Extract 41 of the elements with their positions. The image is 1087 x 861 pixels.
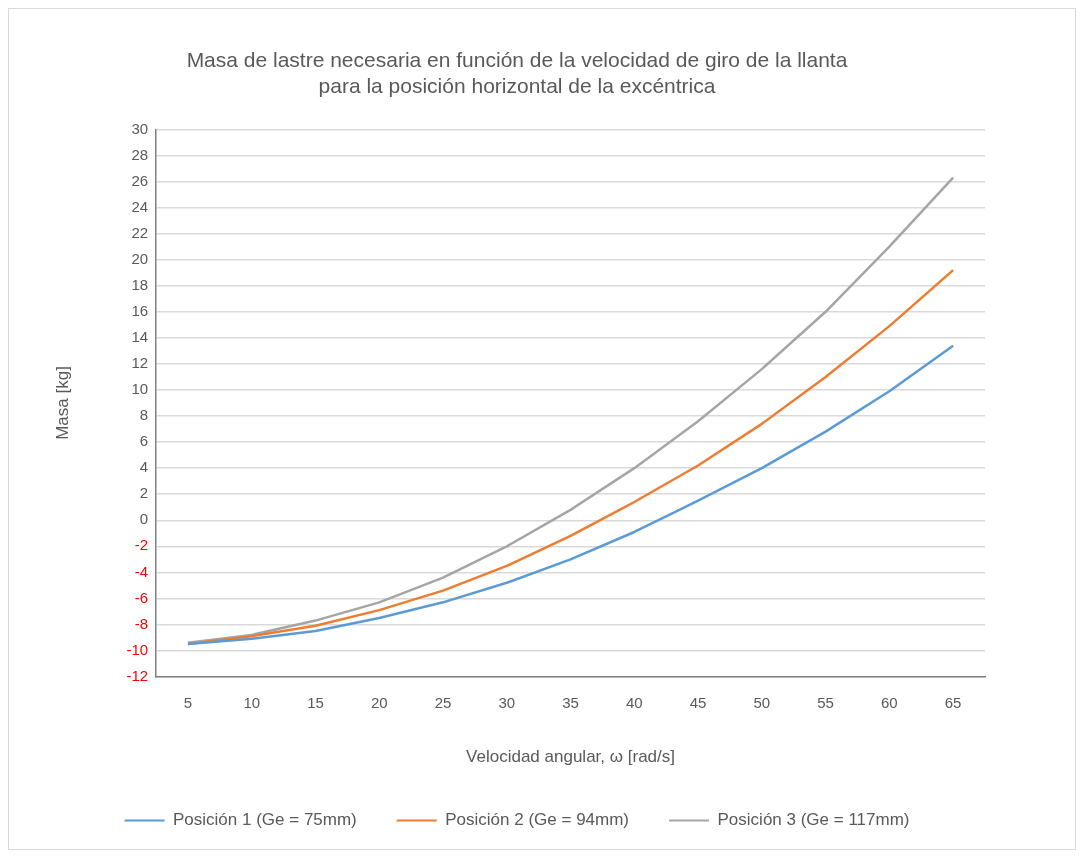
x-tick-label: 5 [183, 693, 193, 711]
y-tick-label: 16 [131, 301, 149, 319]
y-tick-label: 20 [131, 249, 149, 267]
y-tick-label: 4 [139, 458, 149, 476]
x-tick-label: 55 [817, 693, 834, 711]
y-tick-label: 12 [131, 354, 149, 372]
y-tick-label: 30 [131, 119, 149, 137]
chart-title: Masa de lastre necesaria en función de la velocidad de giro de la llanta para la posición horizontal de la excéntrica [186, 48, 848, 97]
y-tick-label: 10 [131, 380, 149, 398]
y-tick-label: 14 [131, 328, 149, 345]
legend-label: Posición 3 (Ge = 117mm) [717, 810, 910, 830]
y-tick-label: 6 [139, 432, 149, 450]
y-tick-label: 8 [139, 406, 149, 424]
x-tick-label: 10 [243, 693, 261, 711]
y-tick-label: 24 [131, 197, 149, 215]
y-tick-label: 26 [131, 171, 149, 189]
x-tick-label: 25 [434, 693, 452, 711]
y-tick-label: 2 [139, 484, 149, 502]
y-tick-label: -12 [126, 666, 149, 684]
y-axis-title: Masa [kg] [52, 366, 72, 440]
y-tick-label: -6 [134, 588, 149, 606]
x-tick-label: 30 [498, 693, 516, 711]
y-tick-label: 28 [131, 145, 149, 163]
legend-label: Posición 2 (Ge = 94mm) [445, 810, 630, 830]
y-tick-label: -10 [126, 640, 149, 658]
x-tick-label: 50 [753, 693, 771, 711]
x-tick-label: 35 [562, 693, 579, 711]
x-tick-label: 15 [307, 693, 324, 711]
y-tick-label: 18 [131, 275, 149, 293]
x-tick-label: 60 [881, 693, 898, 711]
y-tick-label: 0 [139, 510, 149, 528]
y-tick-label: -8 [134, 614, 149, 632]
y-tick-label: 22 [131, 223, 149, 241]
x-tick-label: 65 [944, 693, 962, 711]
x-tick-label: 40 [625, 693, 643, 711]
x-axis-title: Velocidad angular, ω [rad/s] [466, 747, 675, 767]
x-tick-label: 20 [370, 693, 388, 711]
legend-label: Posición 1 (Ge = 75mm) [173, 810, 357, 830]
y-tick-label: -4 [134, 562, 149, 580]
x-tick-label: 45 [689, 693, 707, 711]
y-tick-label: -2 [134, 536, 149, 554]
